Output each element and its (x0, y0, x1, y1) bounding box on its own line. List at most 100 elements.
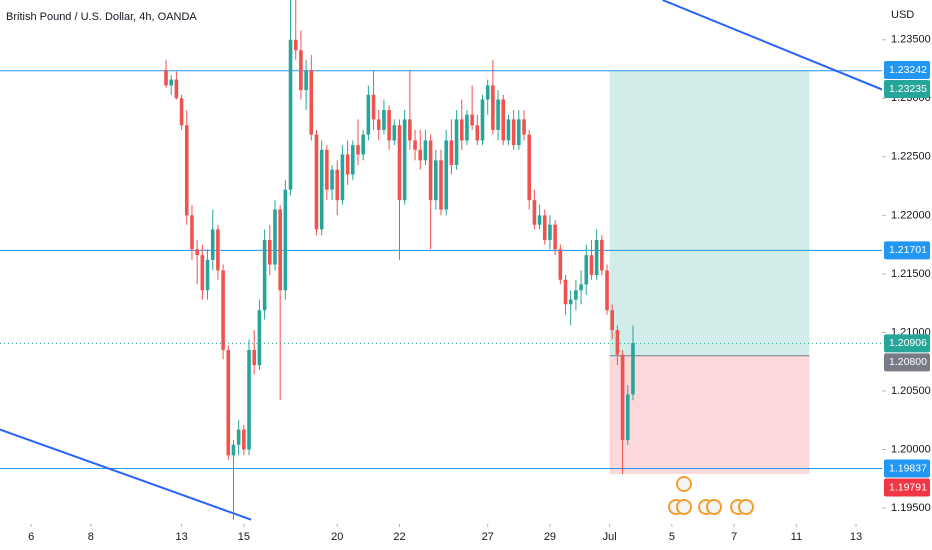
candle-body (501, 99, 506, 141)
candle-body (216, 229, 220, 271)
candle-body (475, 125, 480, 141)
candle-body (195, 249, 199, 256)
candle-body (299, 50, 303, 91)
x-tick-label: 6 (28, 531, 34, 543)
trendline (0, 428, 252, 521)
price-tag (884, 79, 930, 98)
candle-body (548, 224, 552, 240)
candle-body (605, 270, 609, 311)
y-tick-label: 1.21500 (891, 268, 931, 280)
candle-body (542, 215, 547, 240)
candle-body (382, 110, 386, 130)
candle-body (511, 119, 516, 146)
candle-body (293, 39, 298, 51)
price-tag (884, 334, 930, 353)
candle-body (356, 145, 360, 155)
x-tick-label: 20 (331, 531, 343, 543)
x-tick-label: 22 (393, 531, 405, 543)
price-tag (884, 478, 930, 497)
candle-body (190, 215, 194, 250)
candle-body (491, 85, 495, 130)
candle-body (532, 200, 537, 225)
candle-body (408, 119, 412, 141)
event-icon[interactable] (676, 476, 692, 492)
candle-body (319, 149, 324, 230)
candle-body (231, 444, 236, 456)
x-tick-label: 13 (850, 531, 862, 543)
x-tick-label: 8 (88, 531, 94, 543)
candle-body (371, 94, 376, 120)
candle-body (351, 145, 355, 175)
candle-body (568, 299, 573, 305)
candle-body (527, 134, 531, 201)
loss-zone (609, 355, 810, 474)
candle-body (387, 110, 391, 141)
x-tick-label: 29 (544, 531, 556, 543)
candle-body (179, 98, 184, 126)
candle-body (278, 209, 282, 291)
candle-body (236, 429, 241, 445)
price-tag-label: 1.20800 (889, 356, 927, 368)
candle-body (325, 149, 329, 190)
candle-body (470, 114, 474, 126)
candle-body (397, 125, 402, 201)
candle-body (615, 330, 620, 355)
y-tick-label: 1.22000 (891, 209, 931, 221)
candle-body (402, 119, 407, 201)
x-tick-label: 13 (175, 531, 187, 543)
candle-body (309, 70, 314, 135)
trendline (662, 0, 882, 91)
candle-body (558, 249, 563, 280)
event-icons (668, 476, 754, 515)
candle-body (553, 224, 557, 250)
y-tick-label: 1.22500 (891, 151, 931, 163)
candle-body (361, 134, 365, 155)
profit-zone (609, 70, 810, 356)
x-tick-label: 7 (731, 531, 737, 543)
candle-body (454, 119, 459, 166)
event-icon[interactable] (738, 499, 754, 515)
chart-title: British Pound / U.S. Dollar, 4h, OANDA (6, 11, 197, 23)
candle-body (574, 290, 578, 300)
candle-body (584, 255, 589, 285)
x-tick-label: Jul (603, 531, 617, 543)
candle-body (366, 94, 371, 135)
candle-body (423, 140, 428, 161)
event-icon[interactable] (676, 499, 692, 515)
price-tag (884, 60, 930, 79)
candle-body (465, 114, 469, 141)
x-tick-label: 11 (791, 531, 802, 543)
candle-body (600, 239, 604, 271)
candle-body (610, 310, 615, 331)
candle-body (563, 279, 568, 305)
candle-body (335, 169, 340, 201)
x-tick-label: 27 (482, 531, 494, 543)
price-tag-label: 1.19791 (889, 481, 927, 493)
candle-body (594, 239, 599, 276)
candle-body (288, 39, 293, 190)
candle-body (210, 229, 215, 260)
y-tick-label: 1.20500 (891, 385, 931, 397)
candle-body (620, 354, 625, 441)
candle-body (625, 394, 630, 441)
candle-body (459, 119, 464, 141)
y-tick-label: 1.19500 (891, 502, 931, 514)
candle-body (221, 270, 225, 350)
candle-body (226, 349, 231, 456)
event-icon[interactable] (706, 499, 722, 515)
candle-body (413, 140, 417, 150)
y-tick-label: 1.20000 (891, 443, 931, 455)
candle-body (485, 85, 490, 100)
candle-body (631, 342, 635, 395)
candle-body (506, 119, 511, 141)
candle-body (262, 239, 267, 311)
candle-body (304, 70, 308, 91)
candle-body (496, 99, 500, 130)
candle-body (164, 70, 168, 86)
candle-body (345, 154, 350, 175)
candle-body (434, 160, 438, 201)
candle-body (522, 119, 526, 135)
candle-body (340, 154, 345, 201)
x-tick-label: 15 (238, 531, 250, 543)
candle-body (242, 429, 246, 450)
